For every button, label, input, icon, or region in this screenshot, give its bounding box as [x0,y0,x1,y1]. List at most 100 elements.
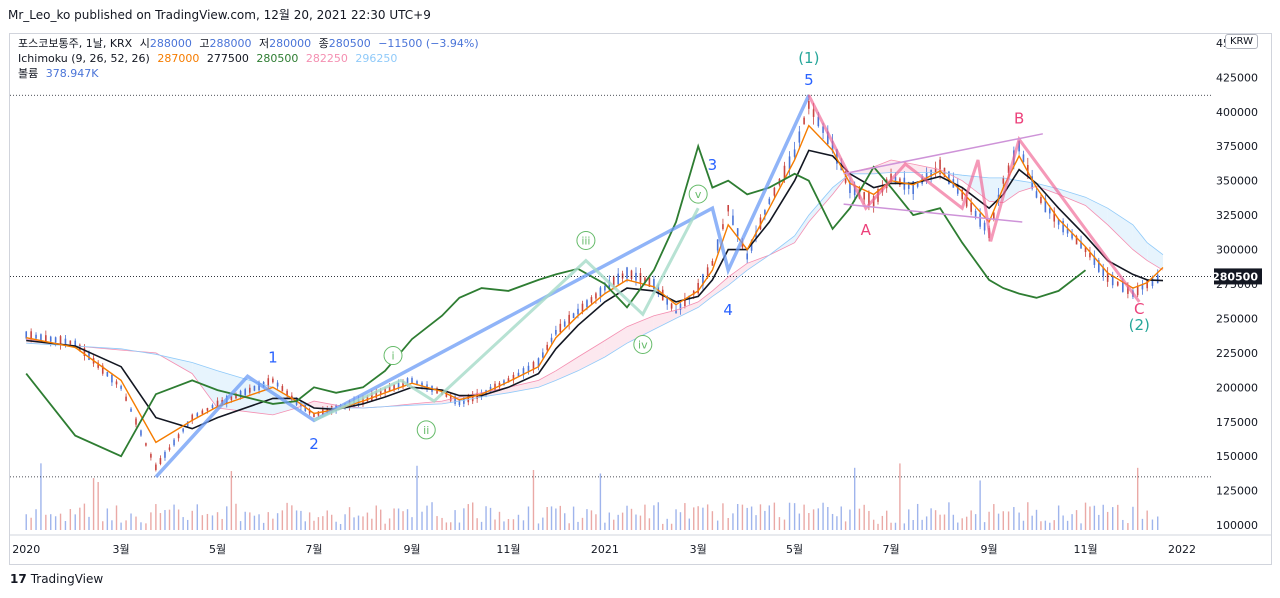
volume-bar [831,513,834,530]
candle-body [550,337,553,342]
candle-body [783,165,786,180]
volume-bar [411,517,413,530]
volume-bar [79,507,81,530]
candle-body [773,187,776,196]
wave-label-circle [688,184,708,204]
volume-bar [903,523,906,530]
volume-bar [1075,510,1078,530]
volume-bar [517,514,520,530]
candle-body [722,224,724,230]
candle-body [35,334,37,339]
volume-bar [489,507,492,530]
candle-body [670,303,673,309]
candle-body [1089,252,1091,258]
x-tick-label: 11월 [1073,543,1097,556]
volume-bar [608,512,611,530]
wave-label: B [1014,109,1024,127]
wave-label: 4 [723,301,733,319]
volume-bar [872,519,875,530]
volume-bar [1053,520,1055,530]
volume-bar [291,505,293,530]
candle-body [612,276,615,288]
volume-bar [97,482,99,530]
volume-bar [844,521,847,530]
open-value: 288000 [149,37,192,50]
volume-bar [908,509,910,530]
volume-bar [1002,511,1005,530]
x-tick-label: 7월 [305,543,322,556]
volume-bar [64,521,67,530]
candle-body [630,270,633,280]
volume-bar [550,506,553,530]
volume-bar [480,521,483,530]
candle-body [863,192,865,200]
candle-body [768,198,771,204]
cloud-segment [555,357,579,381]
volume-bar [375,505,377,530]
candle-body [894,176,897,184]
volume-bar [416,465,418,530]
candle-body [1002,177,1005,184]
candle-body [974,210,977,217]
cloud-segment [1132,224,1148,261]
volume-bar [577,521,579,530]
candle-body [764,210,766,215]
currency-button[interactable]: KRW [1225,34,1258,49]
volume-bar [421,511,423,530]
volume-bar [69,509,72,530]
wave-label-circle [576,230,596,250]
channel-lower-line [843,203,1023,223]
volume-bar [684,503,686,530]
volume-bar [230,471,233,530]
x-tick-label: 2021 [591,543,619,556]
volume-bar [662,523,664,530]
volume-bar [666,518,668,530]
volume-bar [979,480,981,530]
volume-bar [808,513,810,530]
candle-body [276,382,279,387]
volume-bar [948,502,950,530]
volume-bar [639,515,642,530]
candle-body [750,240,753,251]
candle-body [106,371,109,377]
candle-body [644,277,646,284]
volume-bar [441,517,443,530]
volume-bar [961,518,963,530]
wave-label-circle [383,346,403,366]
wave-label-circle [416,420,436,440]
y-tick-label: 200000 [1216,381,1258,394]
volume-bar [1007,511,1010,530]
candle-body [868,192,870,205]
candle-body [675,309,677,314]
volume-bar [590,510,593,530]
volume-bar [313,520,315,530]
wave-label: 3 [708,156,718,174]
volume-bar [522,520,525,530]
volume-bar [1013,507,1015,530]
candle-body [145,443,147,446]
cloud-segment [1085,197,1108,225]
change-value: −11500 (−3.94%) [378,37,479,50]
volume-bar [993,504,995,530]
candle-body [1146,279,1148,289]
senkou-span-a-line [26,159,1164,416]
volume-bar [1151,519,1154,530]
last-price-label: 280500 [1212,270,1258,283]
volume-bar [621,512,624,530]
volume-bar [722,503,724,530]
volume-bar [258,514,260,530]
volume-bar [983,522,986,530]
candle-body [253,385,256,391]
candle-body [371,392,373,401]
volume-bar [1027,502,1029,530]
candle-body [230,396,233,400]
volume-bar [688,518,691,530]
volume-bar [741,504,744,530]
candle-body [827,131,829,145]
candle-body [59,336,62,346]
volume-bar [822,502,824,530]
volume-bar [388,518,391,530]
volume-bar [426,505,428,530]
candle-body [604,285,606,291]
